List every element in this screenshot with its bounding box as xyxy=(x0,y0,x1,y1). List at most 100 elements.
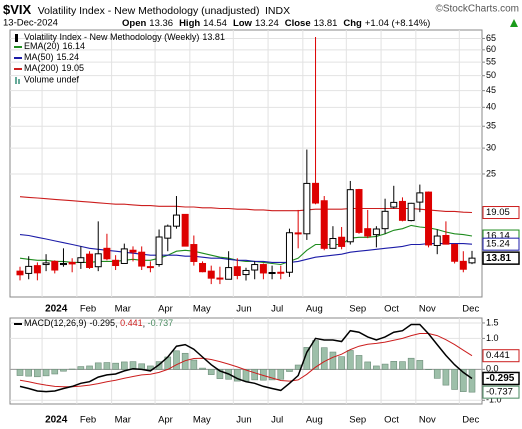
candle-body xyxy=(233,266,241,276)
candle-body xyxy=(320,200,328,249)
histogram-bar xyxy=(190,359,198,370)
moving-average-line xyxy=(19,196,473,214)
histogram-bar xyxy=(460,369,467,392)
histogram-bar xyxy=(34,369,41,378)
value-box-label: 0.441 xyxy=(486,350,510,361)
candle-body xyxy=(259,264,267,274)
y-tick-label: 1.0 xyxy=(486,333,499,343)
header-line: $VIX Volatility Index - New Methodology … xyxy=(3,2,290,17)
quote-date: 13-Dec-2024 xyxy=(3,18,58,29)
price-panel xyxy=(9,29,483,298)
value-box xyxy=(482,385,520,399)
value-box xyxy=(482,206,520,220)
histogram-bar xyxy=(277,369,285,380)
x-tick-label: Oct xyxy=(384,304,399,315)
legend-title: Volatility Index - New Methodology (Week… xyxy=(24,32,225,42)
value-box-label: 19.05 xyxy=(486,207,510,218)
candle-body xyxy=(329,238,337,249)
histogram-bar xyxy=(451,369,458,390)
x-tick-label: Jun xyxy=(236,304,251,315)
y-tick-label: 50 xyxy=(486,70,496,80)
x-tick-label: Apr xyxy=(158,304,173,315)
x-tick-label: Aug xyxy=(306,415,323,426)
quote-value: +1.04 (+8.14%) xyxy=(365,18,431,29)
y-tick-label: 0.0 xyxy=(486,364,499,374)
y-tick-label: 1.5 xyxy=(486,317,499,327)
candle-body xyxy=(68,261,76,265)
x-tick-label: Jul xyxy=(271,304,283,315)
x-tick-label: Dec xyxy=(462,415,479,426)
candle-body xyxy=(407,202,415,222)
legend-name: MA(50) xyxy=(24,52,54,62)
value-box-label: 15.24 xyxy=(486,239,510,250)
candle-body xyxy=(355,189,363,233)
candle-body xyxy=(51,260,59,271)
candle-body xyxy=(312,182,320,204)
histogram-bar xyxy=(207,369,215,375)
histogram-bar xyxy=(51,369,59,375)
histogram-bar xyxy=(251,369,258,381)
candle-body xyxy=(442,235,450,245)
candle-body xyxy=(120,248,128,264)
x-tick-label: Feb xyxy=(80,304,96,315)
candle-body xyxy=(199,262,207,273)
y-tick-label: 60 xyxy=(486,44,496,54)
candle-body xyxy=(433,235,441,246)
histogram-bar xyxy=(42,369,50,377)
security-name: Volatility Index - New Methodology (unad… xyxy=(38,5,260,17)
macd-line xyxy=(19,323,473,393)
legend-entry: EMA(20) 16.14 xyxy=(24,41,85,51)
x-tick-label: May xyxy=(193,415,211,426)
symbol: $VIX xyxy=(3,2,32,17)
histogram-bar xyxy=(60,369,67,372)
histogram-bar xyxy=(407,357,415,370)
candle-body xyxy=(86,253,94,268)
legend-entry: MA(50) 15.24 xyxy=(24,52,79,62)
legend-value: 16.14 xyxy=(63,41,86,51)
value-box xyxy=(482,371,520,386)
histogram-bar xyxy=(199,367,206,370)
histogram-bar xyxy=(16,369,24,376)
histogram-bar xyxy=(286,369,293,372)
candle-body xyxy=(303,182,311,235)
histogram-bar xyxy=(86,365,93,370)
candle-body xyxy=(112,259,120,267)
legend-name: MA(200) xyxy=(24,63,59,73)
x-tick-label: 2024 xyxy=(45,304,68,315)
x-tick-label: Aug xyxy=(306,304,323,315)
candle-body xyxy=(381,210,389,230)
y-tick-label: -1.0 xyxy=(486,395,502,405)
x-tick-label: May xyxy=(193,304,211,315)
legend-swatch xyxy=(15,77,17,84)
quote-value: 13.36 xyxy=(149,18,173,29)
histogram-bar xyxy=(390,361,398,370)
histogram-bar xyxy=(147,365,154,370)
histogram-bar xyxy=(181,352,189,370)
histogram-bar xyxy=(373,365,380,370)
candle-body xyxy=(451,244,459,262)
legend-entry: MA(200) 19.05 xyxy=(24,63,84,73)
candle-body xyxy=(164,225,172,239)
x-tick-label: Nov xyxy=(419,415,436,426)
histogram-bar xyxy=(468,369,476,393)
quote-label: Close xyxy=(285,18,311,29)
histogram-value: -0.737 xyxy=(148,318,174,328)
quote-label: Chg xyxy=(343,18,362,29)
legend-value: 19.05 xyxy=(62,63,85,73)
histogram-bar xyxy=(329,351,337,370)
candle-body xyxy=(138,251,146,267)
value-box-label: -0.295 xyxy=(486,373,515,384)
candle-body xyxy=(225,267,233,280)
candle-body xyxy=(242,269,250,276)
candle-body xyxy=(181,213,189,247)
candle-body xyxy=(425,191,433,246)
y-tick-label: 40 xyxy=(486,102,496,112)
candle-body xyxy=(285,232,293,273)
legend-title-text: Volatility Index - New Methodology (Week… xyxy=(24,32,199,42)
candle-body xyxy=(416,192,424,203)
histogram-bar xyxy=(173,350,180,370)
candle-body xyxy=(42,262,50,266)
y-tick-label: 35 xyxy=(486,121,496,131)
quote-label: Low xyxy=(233,18,253,29)
